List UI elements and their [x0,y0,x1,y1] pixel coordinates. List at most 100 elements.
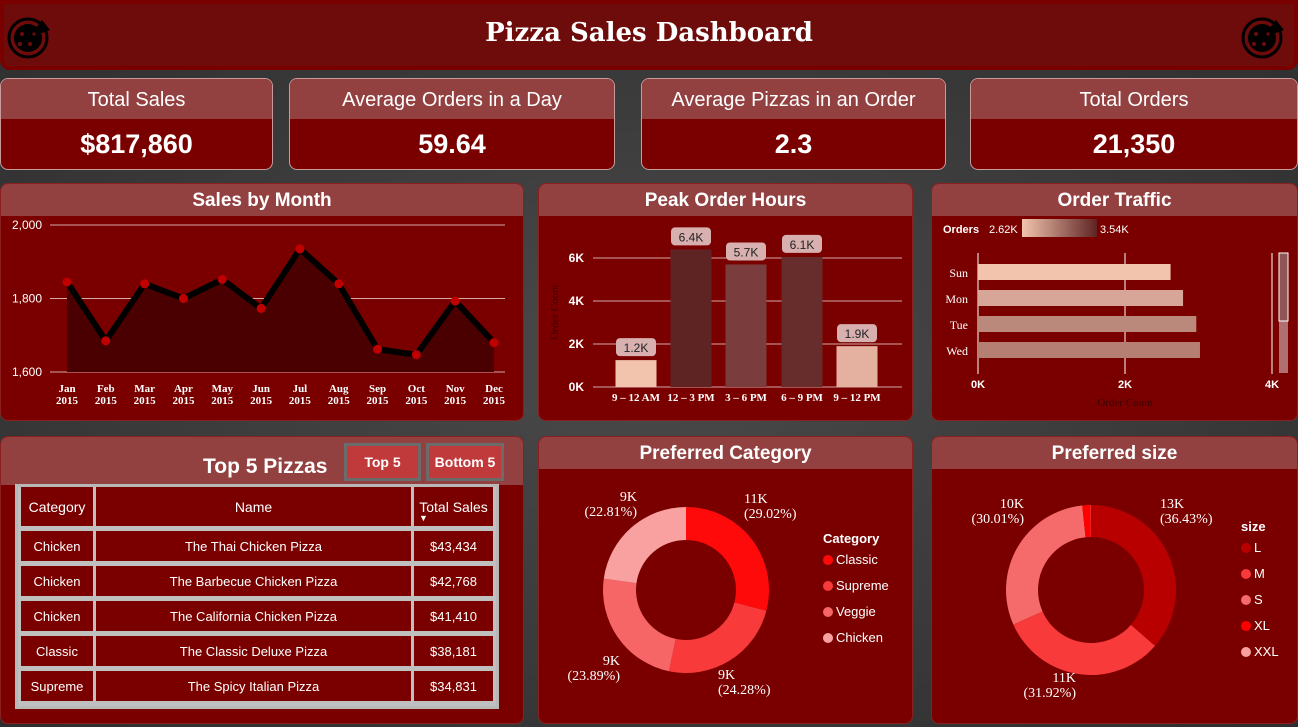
column-header-total-sales[interactable]: Total Sales ▼ [414,487,493,531]
legend-item[interactable]: Supreme [823,578,889,604]
legend-label: XL [1254,618,1270,633]
bar [978,264,1171,280]
cell-category: Chicken [21,601,93,636]
legend-item[interactable]: Chicken [823,630,889,656]
legend-item[interactable]: Veggie [823,604,889,630]
table-row[interactable]: Chicken The California Chicken Pizza $41,4… [21,601,493,636]
cell-name: The Barbecue Chicken Pizza [96,566,411,601]
size-legend: size L M S XL XXL [1241,519,1279,670]
y-tick-label: Wed [946,344,968,358]
y-tick-label: 2K [569,337,585,351]
kpi-value: 21,350 [1092,129,1176,159]
legend-marker [823,607,833,617]
color-scale-bar [1022,219,1097,237]
legend-marker [1241,621,1251,631]
legend-title: Category [823,531,880,546]
y-tick-label: 1,600 [12,365,42,379]
scrollbar-thumb[interactable] [1278,252,1289,322]
data-label-bg [726,242,766,261]
bar [978,290,1184,306]
table-row[interactable]: Chicken The Thai Chicken Pizza $43,434 [21,531,493,566]
legend-item[interactable]: M [1241,566,1279,592]
legend-marker [1241,569,1251,579]
donut-slice[interactable] [1005,505,1086,625]
legend-item[interactable]: L [1241,540,1279,566]
panel-title: Preferred Category [539,437,912,469]
legend-marker [823,555,833,565]
data-label: 5.7K [734,245,759,259]
cell-category: Chicken [21,531,93,566]
cell-total-sales: $42,768 [414,566,493,601]
series-line [64,245,497,358]
x-tick-label: 2K [1118,379,1132,391]
cell-name: The Spicy Italian Pizza [96,671,411,706]
legend-marker [1241,647,1251,657]
data-label-percent: (22.81%) [585,505,638,520]
data-label: 6.1K [790,238,815,252]
x-tick-label: Dec 2015 [483,383,506,407]
category-legend: Category Classic Supreme Veggie Chicken [823,531,889,656]
donut-slice[interactable] [1082,505,1091,538]
bottom-5-button[interactable]: Bottom 5 [426,443,504,481]
kpi-total-sales: Total Sales $817,860 [0,78,273,170]
legend-label: XXL [1254,644,1279,659]
data-label: 13K [1160,497,1184,512]
donut-slice[interactable] [668,602,767,673]
legend-item[interactable]: XXL [1241,644,1279,670]
table-row[interactable]: Supreme The Spicy Italian Pizza $34,831 [21,671,493,706]
panel-title: Peak Order Hours [539,184,912,216]
x-tick-label: Oct 2015 [405,383,428,407]
cell-category: Classic [21,636,93,671]
data-label-bg [616,338,656,357]
data-label: 9K [718,668,735,683]
donut-slice[interactable] [1091,505,1177,646]
sort-desc-icon[interactable]: ▼ [419,513,428,523]
data-point [373,344,383,354]
bar [836,346,878,387]
x-tick-label: Nov 2015 [444,383,467,407]
donut-slice[interactable] [686,507,769,611]
data-point [62,277,72,287]
cell-name: The Classic Deluxe Pizza [96,636,411,671]
column-header-name[interactable]: Name [96,487,411,531]
legend-marker [1241,543,1251,553]
donut-slice[interactable] [603,578,676,672]
table-row[interactable]: Chicken The Barbecue Chicken Pizza $42,768 [21,566,493,601]
bar [670,249,712,387]
legend-max: 3.54K [1100,224,1129,236]
data-label-percent: (23.89%) [568,669,621,684]
data-label-bg [782,234,822,253]
pizza-icon [1241,17,1284,59]
cell-total-sales: $43,434 [414,531,493,566]
legend-item[interactable]: Classic [823,552,889,578]
column-header-category[interactable]: Category [21,487,93,531]
data-label-bg [671,227,711,246]
x-tick-label: Jul 2015 [289,383,312,407]
kpi-label: Average Orders in a Day [290,79,614,119]
x-tick-label: Apr 2015 [172,383,195,407]
legend-label: Supreme [836,578,889,593]
top-5-button[interactable]: Top 5 [344,443,421,481]
x-tick-label: Jan 2015 [56,383,79,407]
y-tick-label: 2,000 [12,218,42,232]
cell-total-sales: $38,181 [414,636,493,671]
data-point [140,279,150,289]
y-tick-label: Tue [950,318,968,332]
donut-slice[interactable] [603,507,686,584]
table-row[interactable]: Classic The Classic Deluxe Pizza $38,181 [21,636,493,671]
legend-marker [823,633,833,643]
donut-slice[interactable] [1013,611,1156,675]
legend-title: Orders [943,224,979,236]
bar [978,316,1197,332]
x-tick-label: Jun 2015 [250,383,273,407]
header-bar [0,0,1298,70]
legend-item[interactable]: S [1241,592,1279,618]
data-label: 11K [744,492,768,507]
x-tick-label: Mar 2015 [134,383,157,407]
legend-item[interactable]: XL [1241,618,1279,644]
data-point [101,336,111,346]
legend-min: 2.62K [989,224,1018,236]
cell-category: Chicken [21,566,93,601]
kpi-label: Average Pizzas in an Order [642,79,945,119]
